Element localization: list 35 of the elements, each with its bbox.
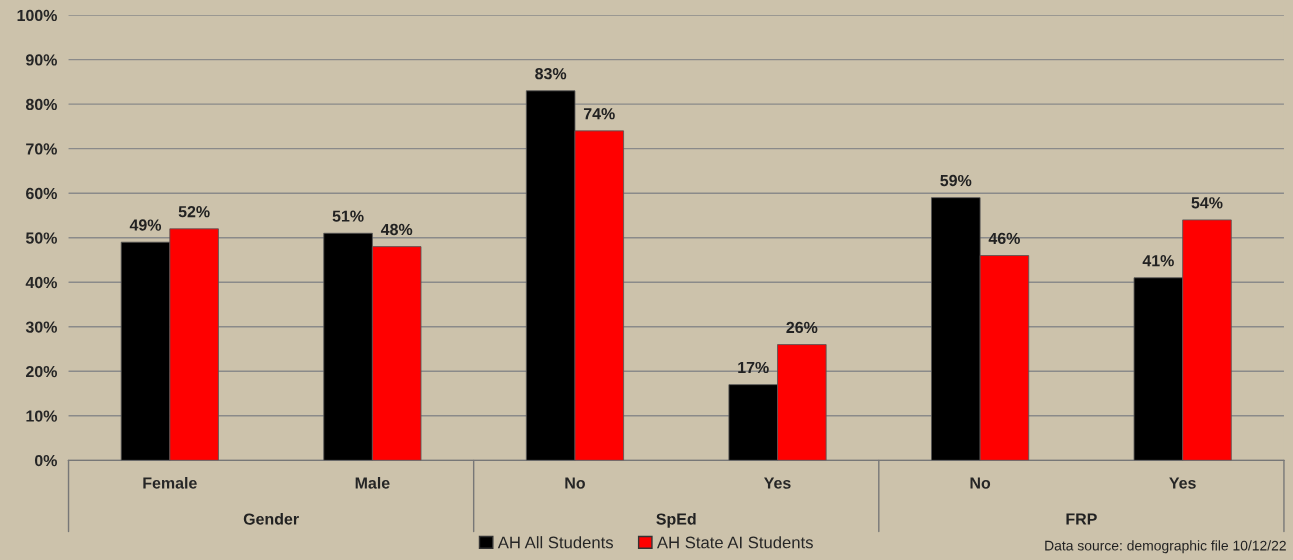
data-label: 46% (988, 232, 1020, 245)
data-label: 26% (786, 321, 818, 334)
data-label: 41% (1142, 255, 1174, 267)
x-tick-label: No (565, 477, 585, 489)
y-tick-label: 20% (26, 365, 57, 378)
legend-label: AH All Students (497, 536, 614, 549)
data-label: 59% (940, 174, 972, 187)
text: FRP (1066, 513, 1097, 525)
y-tick-label: 0% (34, 454, 57, 467)
y-tick-label: 50% (25, 232, 57, 244)
data-label: 49% (129, 219, 162, 231)
source-note: Data source: demographic file 10/12/22 (1045, 540, 1286, 554)
data-label: 17% (738, 361, 769, 374)
x-tick-label: Yes (1169, 477, 1196, 489)
x-tick-label: No (970, 477, 991, 489)
data-label: 52% (178, 206, 210, 218)
y-tick-label: 40% (25, 276, 57, 289)
data-label: 74% (583, 108, 615, 120)
data-label: 48% (380, 223, 413, 236)
y-tick-label: 60% (26, 187, 57, 200)
data-label: 54% (1191, 197, 1223, 209)
x-tick-label: Male (355, 476, 390, 489)
y-tick-label: 100% (17, 9, 57, 22)
y-tick-label: 90% (26, 54, 57, 66)
y-tick-label: 30% (25, 321, 57, 333)
y-tick-label: 10% (26, 410, 57, 422)
x-tick-label: Female (143, 476, 197, 489)
text: SpEd (656, 512, 696, 528)
legend-label: AH State AI Students (656, 536, 813, 549)
text: Gender (243, 512, 299, 525)
x-tick-label: Yes (764, 477, 791, 489)
data-label: 83% (535, 68, 567, 80)
y-tick-label: 80% (25, 98, 57, 111)
data-label: 51% (332, 210, 364, 222)
y-tick-label: 70% (26, 143, 57, 155)
